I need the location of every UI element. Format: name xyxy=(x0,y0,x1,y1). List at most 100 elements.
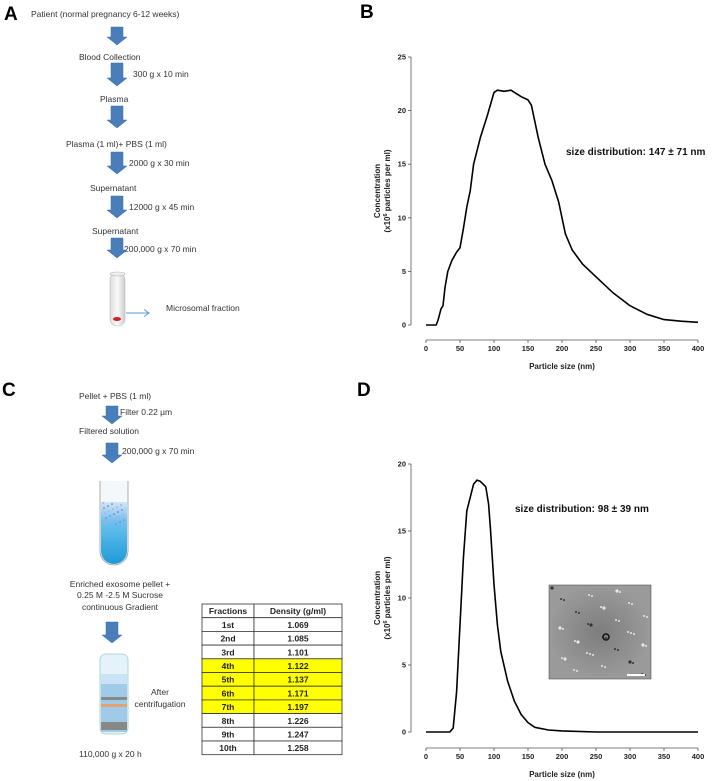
x-tick-label: 250 xyxy=(590,752,603,761)
panel-label-b: B xyxy=(360,2,374,23)
tube-icon xyxy=(109,271,126,327)
density-value: 1.137 xyxy=(287,675,309,685)
x-tick-label: 100 xyxy=(488,344,501,353)
density-value: 1.101 xyxy=(287,647,309,657)
step-supernatant-1: Supernatant xyxy=(90,183,137,193)
spin-condition: 110,000 g x 20 h xyxy=(79,749,142,759)
exosome-tube-icon xyxy=(99,481,129,566)
y-axis-label: Concentration(x106 particles per ml) xyxy=(373,149,392,232)
panel-label-a: A xyxy=(4,4,18,25)
step-pellet-pbs: Pellet + PBS (1 ml) xyxy=(79,391,151,401)
em-inset-image xyxy=(548,584,652,680)
header-fractions: Fractions xyxy=(209,606,248,616)
x-tick-label: 200 xyxy=(556,752,569,761)
y-label-sup: 6 xyxy=(383,620,389,623)
y-label-line1: Concentration xyxy=(373,571,382,625)
exosome-dots xyxy=(102,502,125,525)
step-patient: Patient (normal pregnancy 6-12 weeks) xyxy=(31,9,180,19)
fraction-value: 5th xyxy=(222,675,235,685)
x-tick-label: 350 xyxy=(658,344,671,353)
down-arrow-icon xyxy=(106,26,128,46)
density-table: Fractions Density (g/ml) 1st 1.069 2nd 1.085 3… xyxy=(201,603,343,756)
size-distribution-annotation: size distribution: 147 ± 71 nm xyxy=(566,147,706,158)
density-value-cell xyxy=(253,740,343,756)
down-arrow-icon xyxy=(106,151,128,175)
y-tick-label: 0 xyxy=(402,321,406,330)
y-tick-label: 0 xyxy=(402,728,406,737)
down-arrow-icon xyxy=(106,62,128,87)
down-arrow-icon xyxy=(101,621,123,644)
size-distribution-annotation: size distribution: 98 ± 39 nm xyxy=(515,504,649,515)
after-text-1: After xyxy=(151,687,169,697)
y-label-sup: 6 xyxy=(383,213,389,216)
gradient-text-2: 0.25 M -2.5 M Sucrose xyxy=(77,590,163,600)
panel-c-flowchart: Pellet + PBS (1 ml) Filter 0.22 µm Filte… xyxy=(70,391,343,759)
y-label-post: particles per ml) xyxy=(383,556,392,620)
gradient-text-1: Enriched exosome pellet + xyxy=(70,579,170,589)
step-supernatant-2: Supernatant xyxy=(92,226,139,236)
fraction-value: 2nd xyxy=(220,634,235,644)
down-arrow-icon xyxy=(106,195,128,219)
x-tick-label: 250 xyxy=(590,344,603,353)
density-value: 1.197 xyxy=(287,702,309,712)
condition-4: 200,000 g x 70 min xyxy=(124,244,197,254)
down-arrow-icon xyxy=(101,405,123,425)
y-label-pre: (x10 xyxy=(383,623,392,640)
microsomal-fraction-label: Microsomal fraction xyxy=(166,303,240,313)
y-tick-label: 5 xyxy=(402,267,406,276)
y-axis-label: Concentration(x106 particles per ml) xyxy=(373,556,392,639)
x-tick-label: 300 xyxy=(624,344,637,353)
fraction-value: 10th xyxy=(219,743,236,753)
x-tick-label: 300 xyxy=(624,752,637,761)
fraction-value: 6th xyxy=(222,688,235,698)
density-value: 1.171 xyxy=(287,688,309,698)
panel-a-flowchart: Patient (normal pregnancy 6-12 weeks) Bl… xyxy=(31,9,240,327)
y-tick-label: 10 xyxy=(398,213,406,222)
x-tick-label: 0 xyxy=(424,344,428,353)
step-filtered-solution: Filtered solution xyxy=(79,426,139,436)
condition-1: 300 g x 10 min xyxy=(133,69,189,79)
y-tick-label: 25 xyxy=(398,53,406,62)
x-tick-label: 200 xyxy=(556,344,569,353)
x-tick-label: 50 xyxy=(456,752,464,761)
condition-2: 2000 g x 30 min xyxy=(129,158,190,168)
y-tick-label: 20 xyxy=(398,106,406,115)
density-value: 1.085 xyxy=(287,634,309,644)
gradient-tube-icon xyxy=(99,653,129,735)
y-label-post: particles per ml) xyxy=(383,149,392,213)
fraction-value: 3rd xyxy=(221,647,234,657)
fraction-value: 9th xyxy=(222,730,235,740)
x-tick-label: 400 xyxy=(692,752,705,761)
x-tick-label: 350 xyxy=(658,752,671,761)
x-tick-label: 50 xyxy=(456,344,464,353)
y-tick-label: 15 xyxy=(398,527,406,536)
down-arrow-icon xyxy=(106,237,128,259)
density-value: 1.122 xyxy=(287,661,309,671)
step-plasma-pbs: Plasma (1 ml)+ PBS (1 ml) xyxy=(66,139,167,149)
x-tick-label: 150 xyxy=(522,344,535,353)
down-arrow-icon xyxy=(101,442,123,464)
condition-3: 12000 g x 45 min xyxy=(129,202,194,212)
distribution-line xyxy=(426,479,698,733)
x-tick-label: 0 xyxy=(424,752,428,761)
panel-label-c: C xyxy=(2,380,16,401)
y-label-pre: (x10 xyxy=(383,216,392,233)
y-label-line1: Concentration xyxy=(373,164,382,218)
y-tick-label: 10 xyxy=(398,594,406,603)
fraction-value: 1st xyxy=(222,620,234,630)
condition-ultracentrifuge: 200,000 g x 70 min xyxy=(122,446,195,456)
y-tick-label: 20 xyxy=(398,460,406,469)
after-text-2: centrifugation xyxy=(134,699,185,709)
fraction-value: 7th xyxy=(222,702,235,712)
density-value: 1.247 xyxy=(287,730,309,740)
gradient-text-3: continuous Gradient xyxy=(82,602,159,612)
down-arrow-icon xyxy=(106,105,128,129)
density-value: 1.226 xyxy=(287,716,309,726)
condition-filter: Filter 0.22 µm xyxy=(120,407,172,417)
distribution-line xyxy=(426,89,699,326)
y-tick-label: 15 xyxy=(398,160,406,169)
x-tick-label: 400 xyxy=(692,344,705,353)
